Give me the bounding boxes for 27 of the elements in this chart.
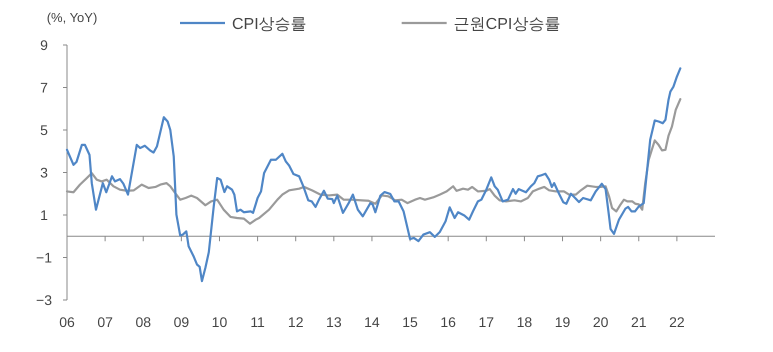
- y-axis-title: (%, YoY): [46, 10, 98, 25]
- legend-label: 근원CPI상승률: [454, 16, 560, 33]
- legend-label: CPI상승률: [232, 16, 307, 33]
- y-tick-label: 5: [40, 122, 48, 138]
- x-tick-label: 16: [440, 314, 456, 330]
- x-tick-label: 06: [59, 314, 75, 330]
- x-tick-label: 18: [516, 314, 532, 330]
- x-tick-label: 21: [630, 314, 647, 330]
- x-tick-label: 20: [592, 314, 609, 330]
- y-tick-label: 1: [40, 207, 48, 223]
- x-tick-label: 15: [402, 314, 418, 330]
- x-tick-label: 07: [97, 314, 114, 330]
- y-tick-label: 9: [40, 37, 48, 53]
- x-tick-label: 11: [250, 314, 266, 330]
- y-tick-label: 7: [40, 80, 48, 96]
- x-tick-label: 14: [364, 314, 380, 330]
- x-tick-label: 12: [288, 314, 304, 330]
- y-tick-label: −3: [36, 292, 52, 308]
- y-tick-label: −1: [36, 250, 52, 266]
- x-tick-label: 19: [554, 314, 571, 330]
- x-tick-label: 08: [135, 314, 152, 330]
- x-tick-label: 09: [174, 314, 190, 330]
- x-tick-label: 22: [669, 314, 685, 330]
- x-tick-label: 13: [326, 314, 342, 330]
- x-tick-label: 10: [212, 314, 228, 330]
- y-tick-label: 3: [40, 164, 48, 180]
- x-tick-label: 17: [478, 314, 494, 330]
